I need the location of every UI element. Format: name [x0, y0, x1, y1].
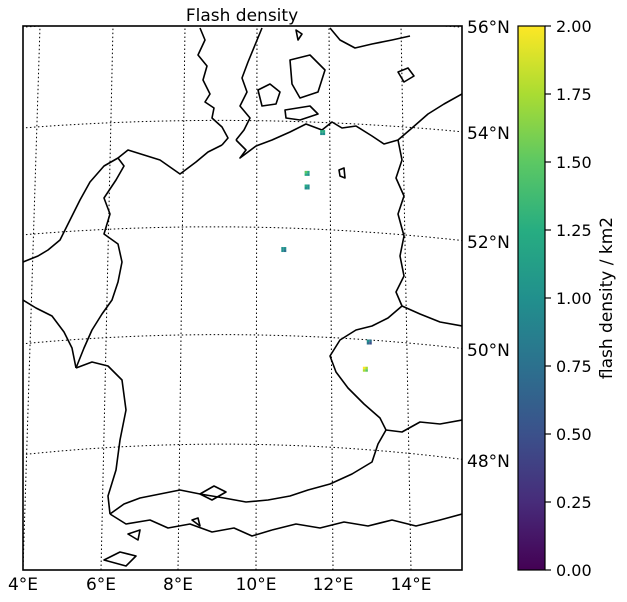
flash-cell: [322, 132, 326, 136]
flash-cell: [366, 339, 370, 343]
flash-cell: [369, 339, 372, 343]
austria-czech-border: [385, 419, 462, 433]
danish-island-zealand: [289, 54, 326, 99]
parallel-52: [23, 226, 462, 242]
germany-switzerland-border: [109, 489, 201, 515]
lon-label-10: 10°E: [236, 575, 277, 595]
parallel-50: [23, 334, 462, 350]
jutland-coast: [197, 27, 229, 146]
flash-cell: [362, 366, 366, 370]
colorbar-tick-label: 1.75: [556, 85, 592, 104]
lon-label-12: 12°E: [313, 575, 354, 595]
colorbar-tick-label: 0.50: [556, 425, 592, 444]
lon-label-4: 4°E: [8, 575, 38, 595]
germany-france-border: [75, 361, 127, 515]
colorbar-tick-label: 0.25: [556, 493, 592, 512]
meridian-6: [100, 26, 114, 570]
germany-czech-border: [329, 305, 403, 431]
danish-island-fyn: [257, 83, 281, 107]
lake-geneva: [103, 551, 137, 567]
germany-benelux-border: [75, 144, 223, 369]
danish-island-lolland: [284, 105, 319, 121]
colorbar: 0.00 0.25 0.50 0.75 1.00 1.25 1.50 1.75 2.00 fla…: [517, 17, 617, 580]
lat-label-48: 48°N: [467, 452, 510, 472]
bornholm: [397, 67, 415, 83]
flash-cell: [320, 132, 323, 136]
colorbar-ticks: 0.00 0.25 0.50 0.75 1.00 1.25 1.50 1.75 2.00: [545, 17, 592, 580]
germany-austria-border: [199, 429, 387, 503]
colorbar-tick-label: 0.75: [556, 357, 592, 376]
flash-cell: [307, 170, 310, 174]
sweden-coast: [329, 27, 411, 49]
flash-cell: [304, 186, 308, 190]
flash-cell: [320, 130, 323, 133]
colorbar-tick-label: 1.50: [556, 153, 592, 172]
flash-cell: [281, 247, 284, 250]
flash-cell: [322, 130, 326, 133]
meridian-8: [177, 26, 186, 570]
flash-cell: [304, 184, 308, 187]
flash-cell: [283, 249, 287, 253]
lat-label-54: 54°N: [467, 124, 510, 144]
lat-labels: 56°N 54°N 52°N 50°N 48°N: [467, 18, 510, 472]
parallel-48: [23, 443, 462, 460]
lake-constance: [199, 485, 227, 501]
baltic-coast: [235, 93, 462, 159]
colorbar-tick-label: 2.00: [556, 17, 592, 36]
flash-cell: [307, 173, 310, 176]
island-small: [338, 167, 346, 179]
map-frame: [22, 25, 463, 571]
jutland-east-coast: [235, 27, 263, 141]
flash-cell: [304, 173, 308, 176]
netherlands-coast: [23, 157, 119, 263]
lake-small-1: [191, 517, 201, 527]
flash-cell: [307, 186, 310, 190]
flash-density-layer: [281, 130, 372, 372]
lon-label-8: 8°E: [163, 575, 193, 595]
flash-cell: [304, 170, 308, 174]
austria-italy-border: [271, 513, 462, 531]
lon-label-6: 6°E: [86, 575, 116, 595]
meridian-10: [255, 26, 258, 570]
colorbar-tick-label: 0.00: [556, 561, 592, 580]
meridian-12: [328, 26, 334, 570]
lat-label-56: 56°N: [467, 18, 510, 38]
lat-label-50: 50°N: [467, 341, 510, 361]
flash-cell: [369, 342, 372, 345]
flash-cell: [365, 369, 368, 372]
flash-cell: [365, 366, 368, 370]
danish-island-small: [295, 29, 303, 41]
czech-poland-border: [401, 305, 462, 327]
meridian-4: [23, 26, 41, 570]
coastlines-borders: [23, 27, 462, 567]
map-title: Flash density: [186, 6, 298, 26]
lon-label-14: 14°E: [391, 575, 432, 595]
lat-label-52: 52°N: [467, 233, 510, 253]
colorbar-tick-label: 1.25: [556, 221, 592, 240]
map-background: [23, 26, 462, 570]
swiss-italy-border: [109, 513, 273, 537]
belgium-france-border: [23, 299, 77, 369]
flash-cell: [362, 369, 366, 372]
flash-cell: [307, 184, 310, 187]
colorbar-gradient: [518, 26, 545, 570]
colorbar-tick-label: 1.00: [556, 289, 592, 308]
lake-small-2: [127, 529, 141, 541]
colorbar-label: flash density / km2: [597, 217, 617, 379]
meridian-14: [400, 26, 412, 570]
map-panel[interactable]: [10, 20, 475, 571]
graticule: [23, 26, 462, 570]
flash-cell: [366, 342, 370, 345]
flash-cell: [281, 249, 284, 253]
parallel-54: [23, 119, 462, 133]
flash-cell: [283, 247, 287, 250]
lon-labels: 4°E 6°E 8°E 10°E 12°E 14°E: [8, 575, 431, 595]
germany-poland-border: [395, 139, 405, 307]
